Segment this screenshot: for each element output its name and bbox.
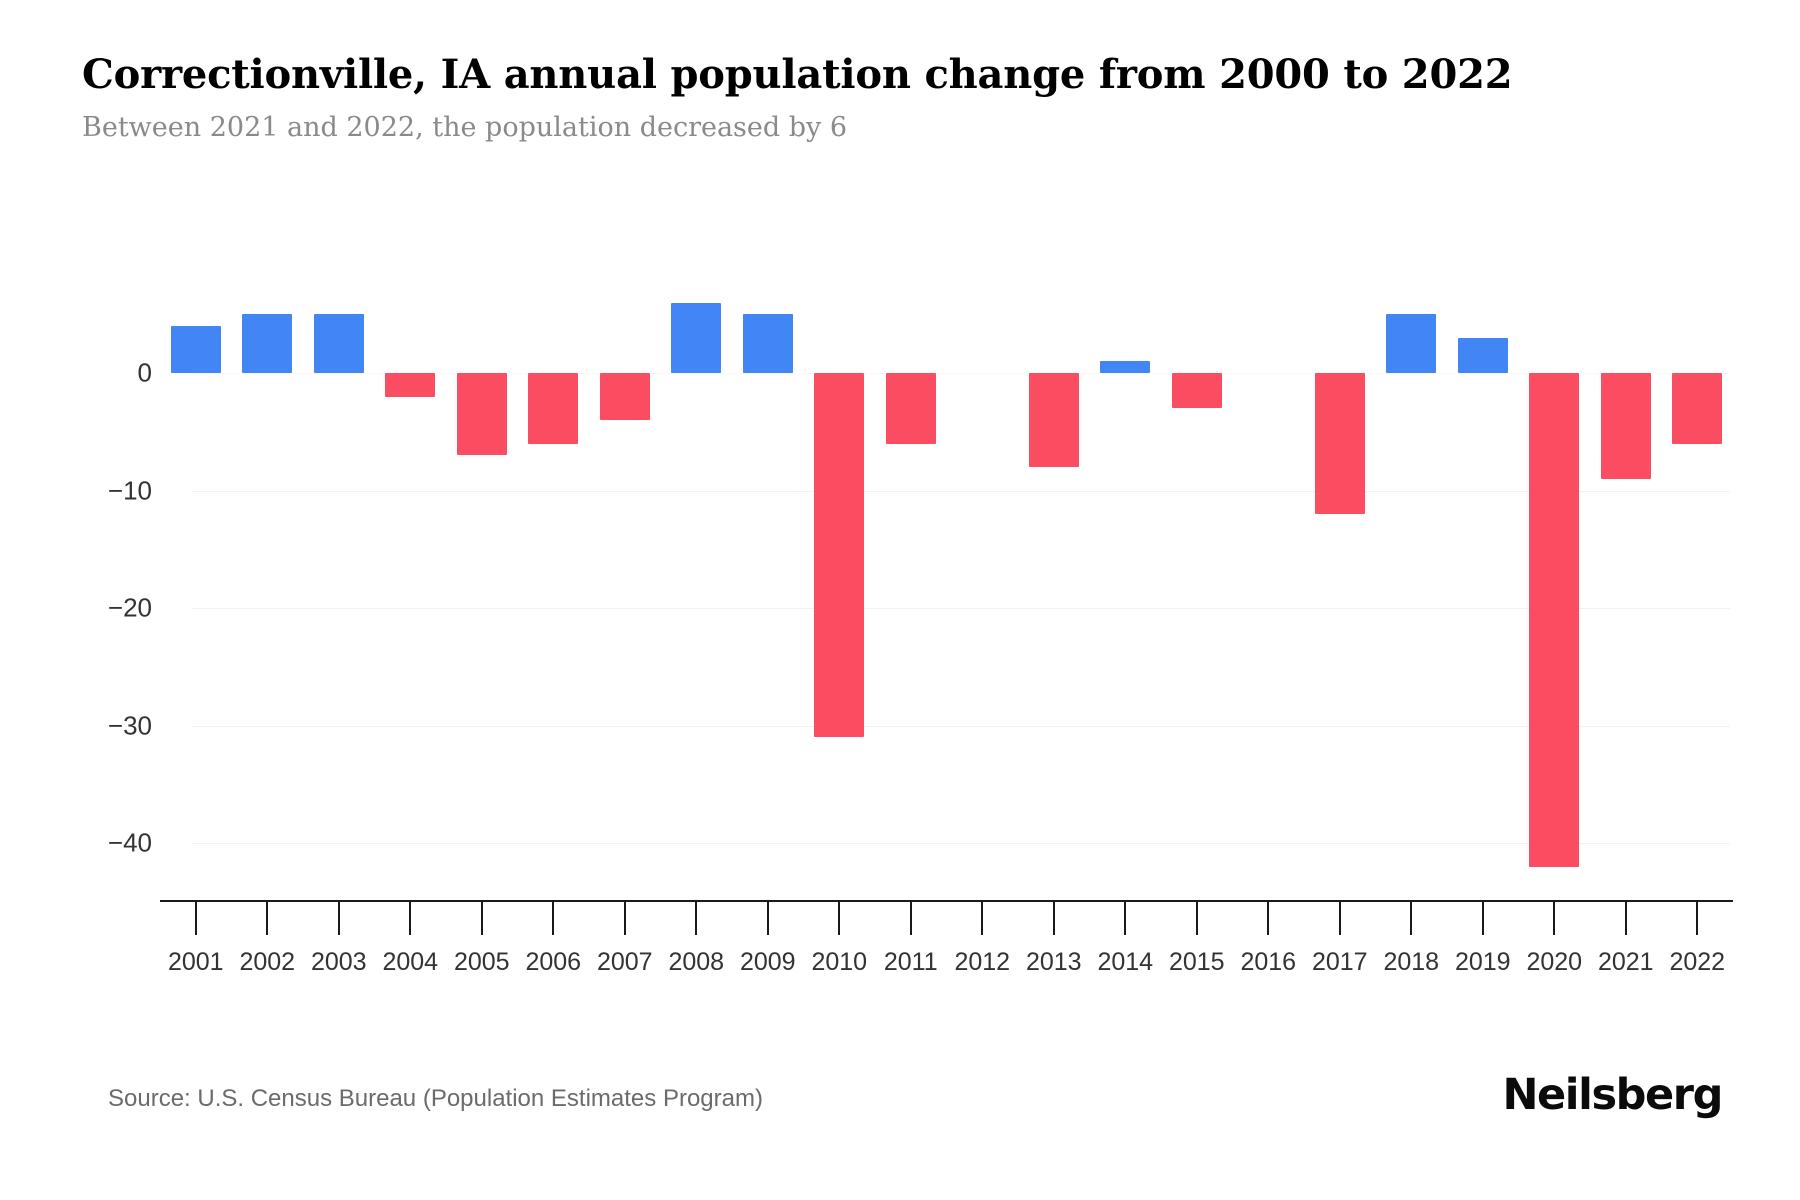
brand-logo: Neilsberg <box>1502 1070 1723 1120</box>
bar-2009[interactable] <box>742 314 793 373</box>
x-axis-tick-label: 2019 <box>1454 948 1511 976</box>
bar-2013[interactable] <box>1028 373 1079 467</box>
x-axis-tick <box>1052 901 1055 935</box>
gridline <box>192 490 1730 492</box>
x-axis-tick <box>480 901 483 935</box>
bar-2014[interactable] <box>1100 361 1151 373</box>
bar-2020[interactable] <box>1529 373 1580 867</box>
x-axis-tick <box>1553 901 1556 935</box>
y-axis-tick-label: −20 <box>107 592 152 623</box>
y-axis-tick-label: 0 <box>137 357 152 388</box>
bar-2003[interactable] <box>313 314 364 373</box>
x-axis-tick <box>623 901 626 935</box>
x-axis-tick <box>1410 901 1413 935</box>
x-axis-tick-label: 2022 <box>1669 948 1726 976</box>
x-axis-tick <box>194 901 197 935</box>
bar-2015[interactable] <box>1171 373 1222 409</box>
zero-baseline <box>192 373 1730 374</box>
x-axis-tick-label: 2004 <box>382 948 439 976</box>
x-axis-tick <box>1696 901 1699 935</box>
x-axis-tick-label: 2006 <box>525 948 582 976</box>
y-axis-tick-label: −40 <box>107 827 152 858</box>
x-axis-tick <box>766 901 769 935</box>
bar-2019[interactable] <box>1457 337 1508 373</box>
x-axis-tick-label: 2005 <box>453 948 510 976</box>
x-axis-tick-label: 2007 <box>596 948 653 976</box>
x-axis-tick <box>409 901 412 935</box>
x-axis-tick-label: 2002 <box>239 948 296 976</box>
chart-subtitle: Between 2021 and 2022, the population de… <box>82 112 848 143</box>
x-axis-tick <box>981 901 984 935</box>
bar-2004[interactable] <box>385 373 436 397</box>
gridline <box>192 843 1730 844</box>
x-axis-tick <box>1267 901 1270 935</box>
bar-2002[interactable] <box>242 314 293 373</box>
x-axis-tick-label: 2021 <box>1597 948 1654 976</box>
x-axis-tick <box>909 901 912 935</box>
source-note: Source: U.S. Census Bureau (Population E… <box>108 1085 763 1112</box>
x-axis-tick-label: 2016 <box>1240 948 1297 976</box>
x-axis-tick-label: 2015 <box>1168 948 1225 976</box>
x-axis-tick-label: 2018 <box>1383 948 1440 976</box>
gridline <box>192 725 1730 727</box>
bar-2006[interactable] <box>528 373 579 444</box>
bar-2008[interactable] <box>671 302 722 373</box>
x-axis-tick-label: 2001 <box>167 948 224 976</box>
chart-header: Correctionville, IA annual population ch… <box>82 52 1722 144</box>
x-axis-tick <box>1338 901 1341 935</box>
x-axis-tick-label: 2012 <box>954 948 1011 976</box>
x-axis-tick <box>1124 901 1127 935</box>
x-axis-tick-label: 2017 <box>1311 948 1368 976</box>
bar-2001[interactable] <box>170 326 221 373</box>
bar-2011[interactable] <box>885 373 936 444</box>
x-axis-tick-label: 2009 <box>739 948 796 976</box>
x-axis-tick <box>838 901 841 935</box>
x-axis-tick <box>1195 901 1198 935</box>
bar-2007[interactable] <box>599 373 650 420</box>
y-axis-tick-label: −30 <box>107 710 152 740</box>
bar-2018[interactable] <box>1386 314 1437 373</box>
page-title: Correctionville, IA annual population ch… <box>82 51 1513 98</box>
x-axis-tick-label: 2014 <box>1097 948 1154 976</box>
bar-2021[interactable] <box>1600 373 1651 479</box>
gridline <box>192 608 1730 609</box>
bar-2005[interactable] <box>456 373 507 456</box>
x-axis-tick <box>552 901 555 935</box>
x-axis-line <box>160 900 1733 902</box>
x-axis-tick-label: 2010 <box>811 948 868 976</box>
y-axis-tick-label: −10 <box>107 475 152 505</box>
bar-2017[interactable] <box>1314 373 1365 514</box>
x-axis-tick-label: 2011 <box>883 948 938 976</box>
x-axis-tick <box>1481 901 1484 935</box>
x-axis-tick <box>266 901 269 935</box>
bar-2022[interactable] <box>1672 373 1723 444</box>
x-axis-tick-label: 2008 <box>668 948 725 976</box>
x-axis-tick <box>337 901 340 935</box>
x-axis-tick-label: 2013 <box>1025 948 1082 976</box>
bar-2010[interactable] <box>814 373 865 738</box>
x-axis-tick <box>1624 901 1627 935</box>
x-axis-tick-label: 2020 <box>1526 948 1583 976</box>
x-axis-tick-label: 2003 <box>310 948 367 976</box>
x-axis-tick <box>695 901 698 935</box>
